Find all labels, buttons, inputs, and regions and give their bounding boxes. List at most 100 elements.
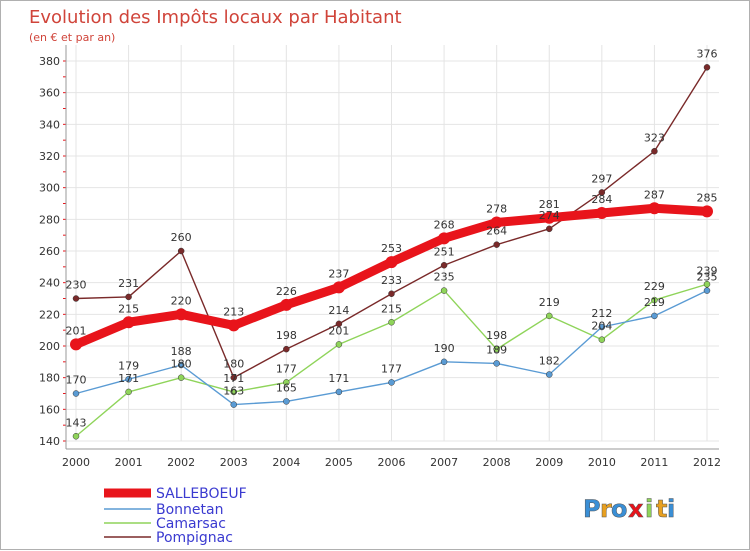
data-label-camarsac: 198 [486, 329, 507, 342]
data-label-camarsac: 177 [276, 362, 297, 375]
data-point-salleboeuf [701, 205, 713, 218]
data-label-pompignac: 376 [697, 47, 718, 60]
data-label-salleboeuf: 253 [381, 242, 402, 255]
data-point-bonnetan [598, 323, 606, 331]
data-label-bonnetan: 189 [486, 343, 507, 356]
data-label-salleboeuf: 278 [486, 203, 507, 216]
legend-label-salleboeuf: SALLEBOEUF [156, 486, 247, 502]
y-tick-label: 260 [39, 245, 60, 258]
data-label-bonnetan: 182 [539, 355, 560, 368]
legend-label-pompignac: Pompignac [156, 530, 233, 546]
data-point-camarsac [546, 312, 553, 320]
series-lines [70, 64, 713, 440]
data-point-bonnetan [177, 361, 185, 369]
data-label-camarsac: 204 [591, 320, 612, 333]
data-point-salleboeuf [543, 211, 556, 224]
brand-letter: P [583, 495, 601, 523]
x-tick-label: 2009 [535, 456, 563, 469]
data-label-bonnetan: 163 [223, 385, 244, 398]
data-label-salleboeuf: 220 [171, 294, 192, 307]
data-label-salleboeuf: 226 [276, 285, 297, 298]
data-label-camarsac: 171 [118, 372, 139, 385]
y-tick-label: 300 [39, 182, 60, 195]
legend-label-camarsac: Camarsac [156, 516, 226, 532]
x-tick-label: 2002 [167, 456, 195, 469]
data-label-camarsac: 201 [328, 324, 349, 337]
data-point-camarsac [703, 281, 711, 288]
data-point-bonnetan [388, 379, 395, 386]
y-tick-label: 320 [39, 150, 60, 163]
data-point-pompignac [598, 189, 606, 196]
data-label-pompignac: 198 [276, 329, 297, 342]
data-label-salleboeuf: 201 [66, 324, 87, 337]
y-tick-label: 160 [39, 403, 60, 416]
data-label-pompignac: 323 [644, 131, 665, 144]
data-label-camarsac: 180 [171, 358, 192, 371]
data-label-salleboeuf: 215 [118, 302, 139, 315]
data-point-bonnetan [546, 371, 553, 378]
data-point-camarsac [72, 433, 80, 440]
data-label-bonnetan: 212 [591, 307, 612, 320]
x-tick-label: 2006 [378, 456, 406, 469]
data-label-bonnetan: 219 [644, 296, 665, 309]
chart-title: Evolution des Impôts locaux par Habitant [29, 7, 402, 28]
data-label-camarsac: 219 [539, 296, 560, 309]
data-point-salleboeuf [385, 256, 398, 269]
brand-letter: x [628, 495, 644, 523]
data-label-pompignac: 214 [328, 304, 349, 317]
data-point-camarsac [493, 345, 500, 353]
data-point-pompignac [283, 345, 290, 353]
data-label-camarsac: 239 [697, 264, 718, 277]
x-tick-label: 2007 [430, 456, 458, 469]
x-tick-label: 2011 [640, 456, 668, 469]
data-point-salleboeuf [122, 316, 135, 329]
y-tick-label: 180 [39, 372, 60, 385]
x-tick-label: 2003 [220, 456, 248, 469]
y-tick-label: 140 [39, 435, 60, 448]
data-point-bonnetan [335, 388, 343, 396]
data-label-camarsac: 143 [66, 416, 87, 429]
data-label-camarsac: 215 [381, 302, 402, 315]
y-tick-label: 380 [39, 55, 60, 68]
data-point-salleboeuf [70, 338, 82, 351]
data-point-pompignac [230, 374, 237, 381]
data-point-bonnetan [703, 287, 711, 294]
data-label-pompignac: 231 [118, 277, 139, 290]
data-point-pompignac [72, 295, 80, 302]
data-label-salleboeuf: 285 [697, 191, 718, 204]
data-point-bonnetan [125, 376, 132, 383]
data-label-camarsac: 229 [644, 280, 665, 293]
data-label-pompignac: 264 [486, 225, 507, 238]
data-label-pompignac: 233 [381, 274, 402, 287]
x-tick-label: 2001 [115, 456, 143, 469]
data-label-salleboeuf: 213 [223, 305, 244, 318]
brand-letter: t [656, 495, 667, 523]
data-label-pompignac: 260 [171, 231, 192, 244]
data-point-bonnetan [72, 390, 80, 397]
data-point-bonnetan [651, 312, 658, 320]
data-label-camarsac: 171 [223, 372, 244, 385]
data-label-bonnetan: 190 [434, 342, 455, 355]
y-tick-label: 220 [39, 308, 60, 321]
data-point-salleboeuf [648, 202, 661, 215]
axes: 140 160 180 200 220 240 260 280 300 320 340 360 380 2… [39, 45, 721, 469]
data-point-camarsac [388, 319, 395, 326]
data-point-pompignac [388, 290, 395, 297]
x-tick-label: 2000 [62, 456, 90, 469]
data-point-pompignac [493, 241, 500, 248]
data-label-bonnetan: 188 [171, 345, 192, 358]
data-point-pompignac [440, 262, 448, 269]
brand-letter: r [600, 495, 612, 523]
brand-letter: o [611, 495, 628, 523]
data-point-camarsac [283, 379, 290, 386]
data-label-bonnetan: 235 [697, 271, 718, 284]
data-point-salleboeuf [490, 216, 503, 229]
data-label-bonnetan: 170 [66, 374, 87, 387]
y-tick-label: 360 [39, 87, 60, 100]
data-point-salleboeuf [227, 319, 240, 332]
data-point-salleboeuf [438, 232, 451, 245]
y-tick-label: 240 [39, 277, 60, 290]
data-point-pompignac [335, 320, 343, 328]
